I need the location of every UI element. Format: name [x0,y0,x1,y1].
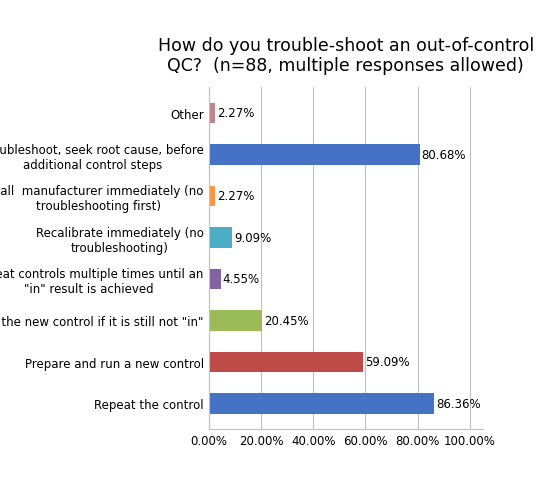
Bar [209,186,215,207]
Text: 2.27%: 2.27% [217,190,254,203]
Bar [209,269,221,290]
Bar [209,393,434,414]
Text: 59.09%: 59.09% [365,356,410,368]
Text: 80.68%: 80.68% [422,149,466,162]
Bar [209,103,215,124]
Bar [209,227,232,248]
Text: 20.45%: 20.45% [264,314,309,327]
Title: How do you trouble-shoot an out-of-control
QC?  (n=88, multiple responses allowe: How do you trouble-shoot an out-of-contr… [158,37,534,75]
Text: 4.55%: 4.55% [222,273,260,286]
Bar [209,352,363,372]
Text: 9.09%: 9.09% [234,231,272,244]
Text: 86.36%: 86.36% [436,397,481,410]
Bar [209,310,262,331]
Bar [209,145,419,165]
Text: 2.27%: 2.27% [217,107,254,120]
